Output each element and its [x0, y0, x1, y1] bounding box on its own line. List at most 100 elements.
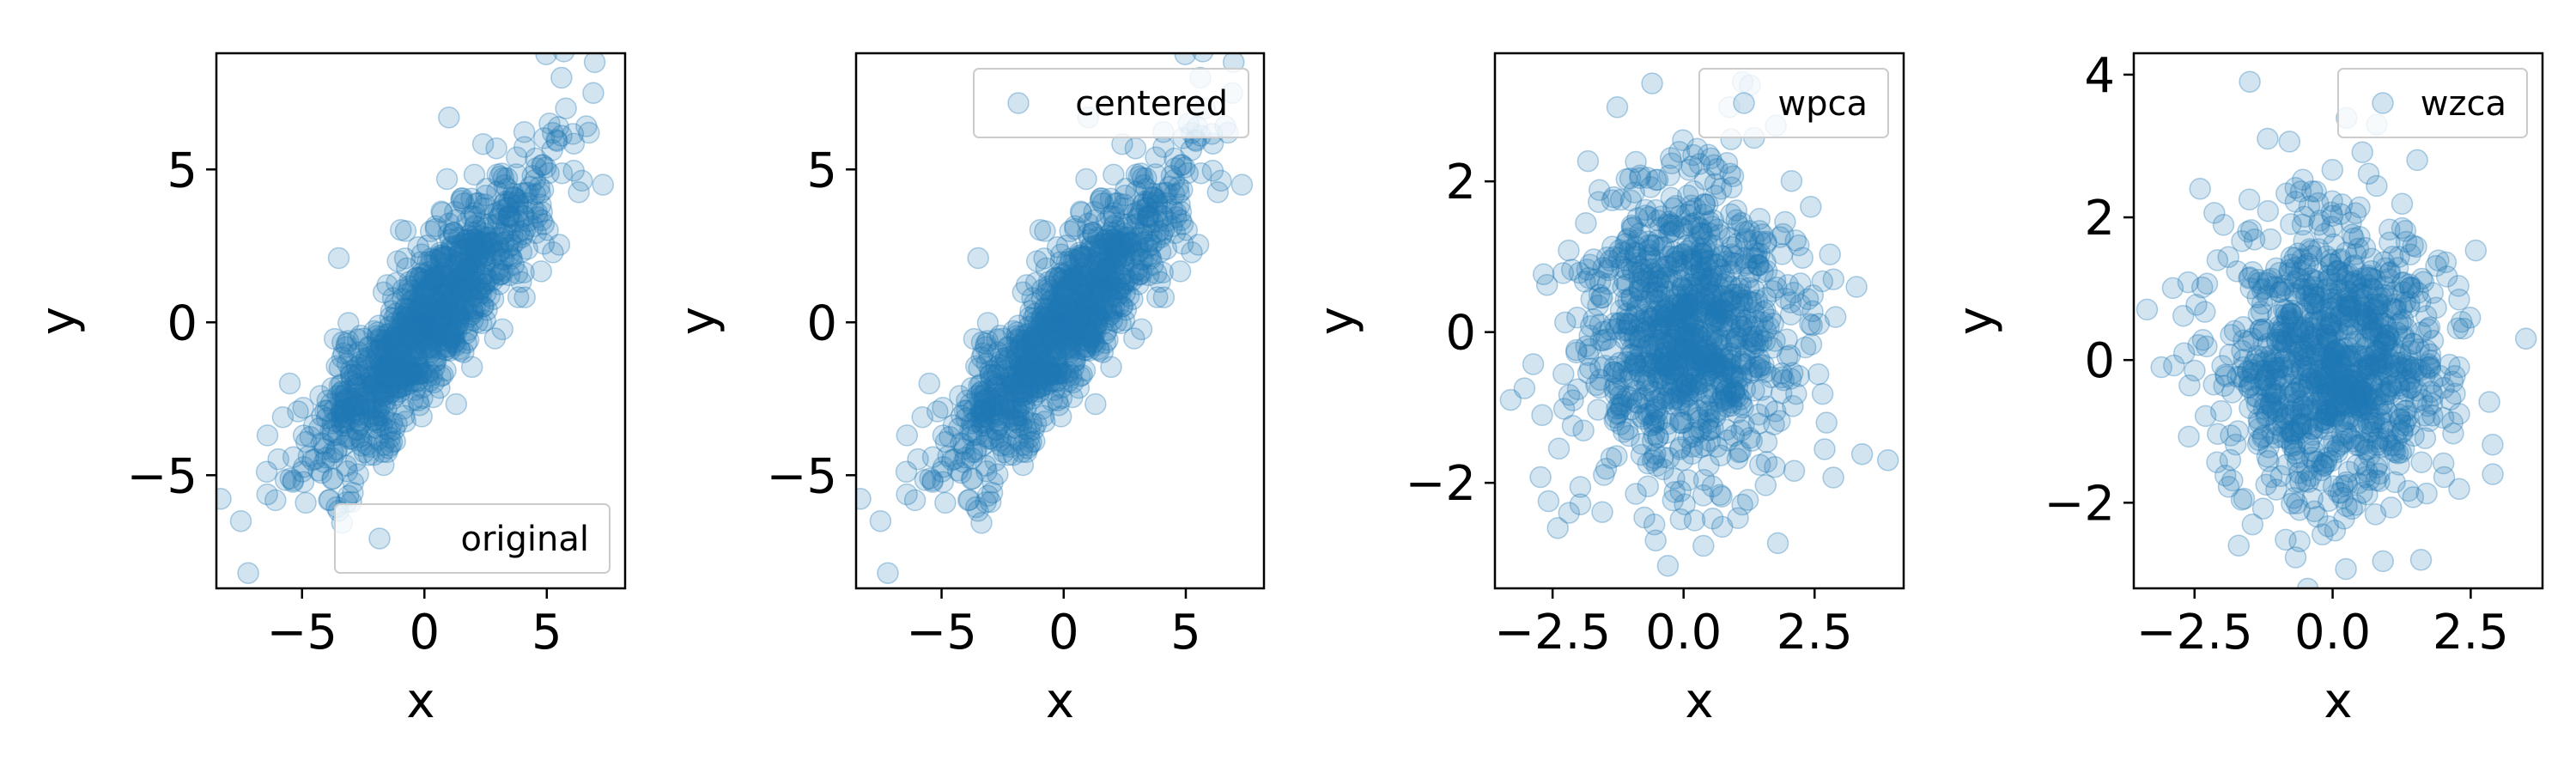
scatter-point	[422, 327, 444, 350]
scatter-point	[2366, 434, 2389, 456]
scatter-point	[1109, 230, 1133, 253]
scatter-point	[2312, 346, 2335, 369]
scatter-point	[343, 374, 366, 397]
scatter-point	[1064, 310, 1087, 332]
scatter-point	[1624, 351, 1647, 374]
scatter-point	[1012, 385, 1034, 407]
scatter-point	[1011, 441, 1033, 464]
scatter-point	[1619, 399, 1643, 421]
scatter-point	[1082, 305, 1104, 327]
scatter-point	[1074, 246, 1097, 269]
scatter-point	[495, 214, 518, 236]
scatter-point	[2384, 441, 2407, 464]
scatter-point	[2331, 430, 2354, 453]
scatter-point	[2293, 273, 2317, 296]
scatter-point	[1694, 364, 1717, 387]
scatter-point	[1682, 425, 1705, 448]
scatter-point	[1725, 209, 1747, 232]
scatter-point	[437, 326, 459, 349]
scatter-point	[2397, 355, 2421, 378]
scatter-point	[977, 407, 999, 429]
scatter-point	[2276, 310, 2299, 332]
scatter-point	[1071, 363, 1093, 386]
scatter-point	[1637, 475, 1660, 497]
scatter-point	[442, 271, 465, 293]
scatter-point	[2246, 286, 2269, 308]
scatter-point	[1715, 271, 1738, 295]
scatter-point	[379, 426, 401, 449]
scatter-point	[445, 313, 467, 336]
scatter-point	[471, 132, 495, 155]
scatter-point	[1633, 320, 1656, 344]
scatter-point	[1120, 231, 1143, 253]
scatter-point	[2287, 315, 2309, 338]
scatter-point	[374, 365, 398, 387]
scatter-point	[1695, 344, 1718, 367]
scatter-point	[1699, 343, 1722, 366]
scatter-point	[2378, 268, 2401, 290]
scatter-point	[335, 336, 358, 358]
scatter-point	[1069, 200, 1092, 223]
scatter-point	[1623, 181, 1645, 204]
scatter-point	[440, 321, 463, 344]
scatter-point	[436, 295, 459, 319]
scatter-point	[1053, 314, 1076, 338]
scatter-point	[429, 265, 452, 288]
scatter-point	[1114, 241, 1136, 264]
scatter-point	[388, 368, 410, 391]
scatter-point	[450, 189, 472, 212]
scatter-point	[2277, 359, 2300, 381]
scatter-point	[445, 301, 468, 323]
scatter-point	[2278, 259, 2300, 281]
scatter-point	[2294, 356, 2318, 378]
scatter-point	[497, 205, 520, 228]
scatter-point	[1698, 359, 1721, 382]
scatter-point	[1724, 330, 1747, 353]
scatter-point	[1675, 338, 1698, 362]
scatter-point	[1558, 383, 1581, 406]
scatter-point	[995, 434, 1018, 456]
scatter-point	[1684, 264, 1706, 286]
scatter-point	[498, 244, 520, 267]
scatter-point	[1661, 305, 1683, 328]
scatter-point	[1089, 265, 1111, 288]
scatter-point	[1722, 245, 1745, 267]
scatter-point	[453, 238, 477, 260]
scatter-point	[1137, 244, 1159, 267]
scatter-point	[216, 488, 232, 510]
scatter-point	[1668, 411, 1692, 435]
scatter-point	[1676, 386, 1698, 408]
scatter-point	[389, 352, 411, 375]
scatter-point	[1643, 306, 1666, 328]
scatter-point	[976, 330, 999, 352]
scatter-point	[2369, 375, 2392, 399]
scatter-point	[1558, 502, 1581, 524]
scatter-point	[433, 295, 456, 318]
scatter-point	[1754, 251, 1777, 273]
scatter-point	[383, 418, 406, 441]
scatter-point	[2251, 320, 2275, 343]
scatter-point	[319, 393, 343, 415]
scatter-point	[2273, 323, 2296, 345]
scatter-point	[1774, 287, 1797, 310]
scatter-point	[2319, 312, 2342, 334]
scatter-point	[1161, 198, 1183, 221]
scatter-point	[375, 398, 398, 420]
scatter-point	[1645, 289, 1668, 311]
scatter-point	[2417, 353, 2439, 375]
scatter-point	[2337, 395, 2360, 418]
scatter-point	[428, 283, 451, 307]
scatter-point	[2383, 281, 2405, 304]
scatter-point	[414, 321, 437, 344]
scatter-point	[2322, 321, 2344, 344]
scatter-point	[1606, 403, 1629, 425]
scatter-point	[2301, 423, 2324, 447]
scatter-point	[474, 309, 496, 332]
scatter-point	[361, 423, 383, 445]
scatter-point	[1688, 295, 1711, 318]
scatter-point	[414, 314, 436, 338]
scatter-point	[1084, 290, 1106, 313]
scatter-point	[487, 259, 509, 281]
